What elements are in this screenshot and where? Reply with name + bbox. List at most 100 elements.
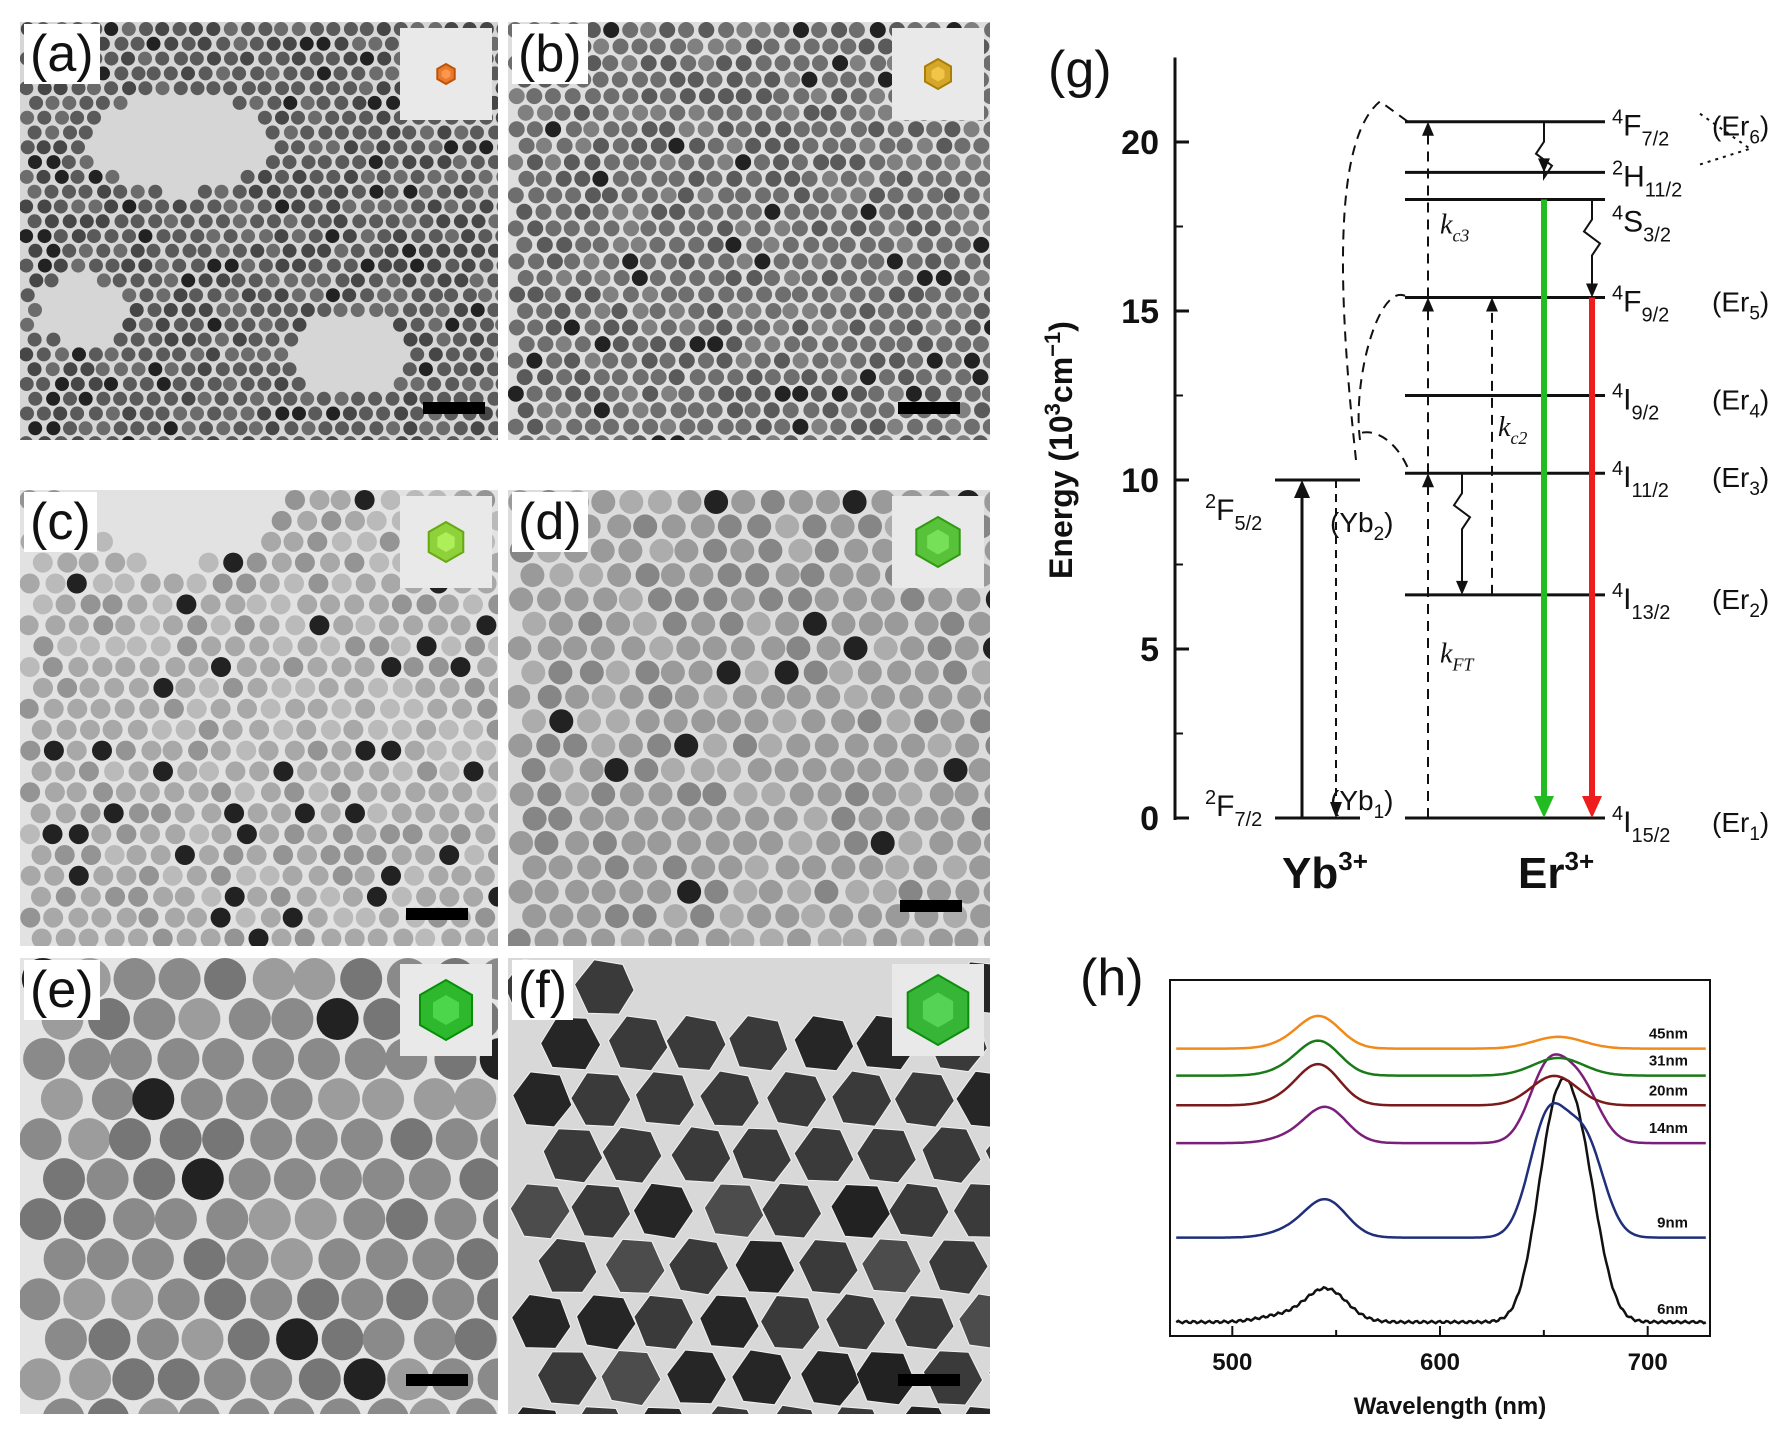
nanoparticle xyxy=(954,782,979,807)
nanoparticle xyxy=(736,22,753,38)
nanoparticle xyxy=(104,199,119,214)
nanoparticle xyxy=(798,1239,859,1295)
nanoparticle xyxy=(688,303,705,319)
nanoparticle xyxy=(821,270,838,286)
nanoparticle xyxy=(872,879,897,904)
nanoparticle xyxy=(248,273,263,288)
nanoparticle xyxy=(759,928,784,946)
nanoparticle xyxy=(152,928,173,946)
nanoparticle xyxy=(555,435,571,440)
nanoparticle xyxy=(369,552,390,573)
nanoparticle xyxy=(45,615,66,636)
nanoparticle xyxy=(274,288,289,303)
nanoparticle xyxy=(78,552,99,573)
nanoparticle xyxy=(344,169,358,184)
nanoparticle xyxy=(545,121,562,138)
nanoparticle xyxy=(811,286,828,303)
nanoparticle xyxy=(121,258,136,273)
nanoparticle xyxy=(663,709,688,734)
nanoparticle xyxy=(477,1278,498,1321)
nanoparticle xyxy=(356,824,377,845)
nanoparticle xyxy=(351,184,366,199)
nanoparticle xyxy=(620,928,645,946)
nanoparticle xyxy=(172,229,187,244)
nanoparticle xyxy=(516,1406,558,1414)
nanoparticle xyxy=(577,855,602,880)
nanoparticle xyxy=(649,538,674,563)
nanoparticle xyxy=(330,490,351,510)
nanoparticle xyxy=(393,140,408,155)
nanoparticle xyxy=(649,270,666,286)
nanoparticle xyxy=(20,199,34,214)
nanoparticle xyxy=(138,81,153,96)
nanoparticle xyxy=(632,1182,694,1240)
nanoparticle xyxy=(801,904,826,929)
nanoparticle xyxy=(224,317,239,332)
nanoparticle xyxy=(520,563,545,588)
nanoparticle xyxy=(698,319,715,336)
nanoparticle xyxy=(37,258,52,273)
nanoparticle xyxy=(878,270,894,286)
nanoparticle xyxy=(840,38,857,55)
nanoparticle xyxy=(879,369,895,386)
group-bracket xyxy=(1699,147,1751,166)
nanoparticle xyxy=(63,362,78,377)
nanoparticle xyxy=(341,1278,384,1321)
nanoparticle xyxy=(139,406,154,421)
nanoparticle xyxy=(236,865,257,886)
nanoparticle xyxy=(427,169,442,184)
nanoparticle xyxy=(282,155,297,170)
nanoparticle xyxy=(984,22,990,38)
nanoparticle xyxy=(343,1358,386,1401)
nanoparticle xyxy=(416,886,437,907)
nanoparticle xyxy=(576,904,601,929)
nanoparticle xyxy=(79,677,100,698)
nanoparticle xyxy=(585,55,602,72)
nanoparticle xyxy=(131,66,146,81)
nanoparticle xyxy=(265,155,280,170)
nanoparticle xyxy=(181,36,196,51)
nanoparticle xyxy=(357,782,378,803)
nanoparticle xyxy=(774,660,799,685)
nanoparticle xyxy=(518,170,535,187)
nanoparticle xyxy=(183,1238,226,1281)
nanoparticle xyxy=(273,845,294,865)
nanoparticle xyxy=(478,229,493,244)
nanoparticle xyxy=(93,615,114,636)
nanoparticle xyxy=(945,286,961,303)
nanoparticle xyxy=(232,332,247,347)
tem-panel-d: (d) xyxy=(508,490,990,946)
nanoparticle xyxy=(487,273,498,288)
nanoparticle xyxy=(204,958,247,1000)
series-label: 14nm xyxy=(1649,1120,1688,1137)
x-tick-label: 500 xyxy=(1212,1349,1252,1376)
nanoparticle xyxy=(836,1406,876,1414)
nanoparticle xyxy=(845,782,870,807)
nanoparticle xyxy=(258,258,273,273)
nanoparticle xyxy=(674,733,699,758)
nanoparticle xyxy=(310,436,323,440)
nanoparticle xyxy=(224,803,245,824)
nanoparticle xyxy=(36,140,51,155)
nanoparticle xyxy=(410,169,425,184)
nanoparticle xyxy=(746,170,762,187)
nanoparticle xyxy=(687,38,704,55)
nanoparticle xyxy=(893,1071,955,1128)
nanoparticle xyxy=(670,402,687,419)
nanoparticle xyxy=(62,214,77,229)
nanoparticle xyxy=(691,611,716,636)
nanoparticle xyxy=(782,303,799,319)
nanoparticle xyxy=(783,435,799,440)
x-tick-label: 700 xyxy=(1628,1349,1668,1376)
nanoparticle xyxy=(225,436,239,440)
nanoparticle xyxy=(889,352,905,369)
nanoparticle xyxy=(873,636,898,661)
nanoparticle xyxy=(659,22,676,38)
nanoparticle xyxy=(112,1358,155,1401)
nanoparticle xyxy=(688,806,713,831)
nanoparticle xyxy=(764,203,781,220)
nanoparticle xyxy=(172,258,187,273)
nanoparticle xyxy=(29,273,44,288)
nanoparticle xyxy=(643,1406,683,1414)
nanoparticle xyxy=(147,421,161,436)
